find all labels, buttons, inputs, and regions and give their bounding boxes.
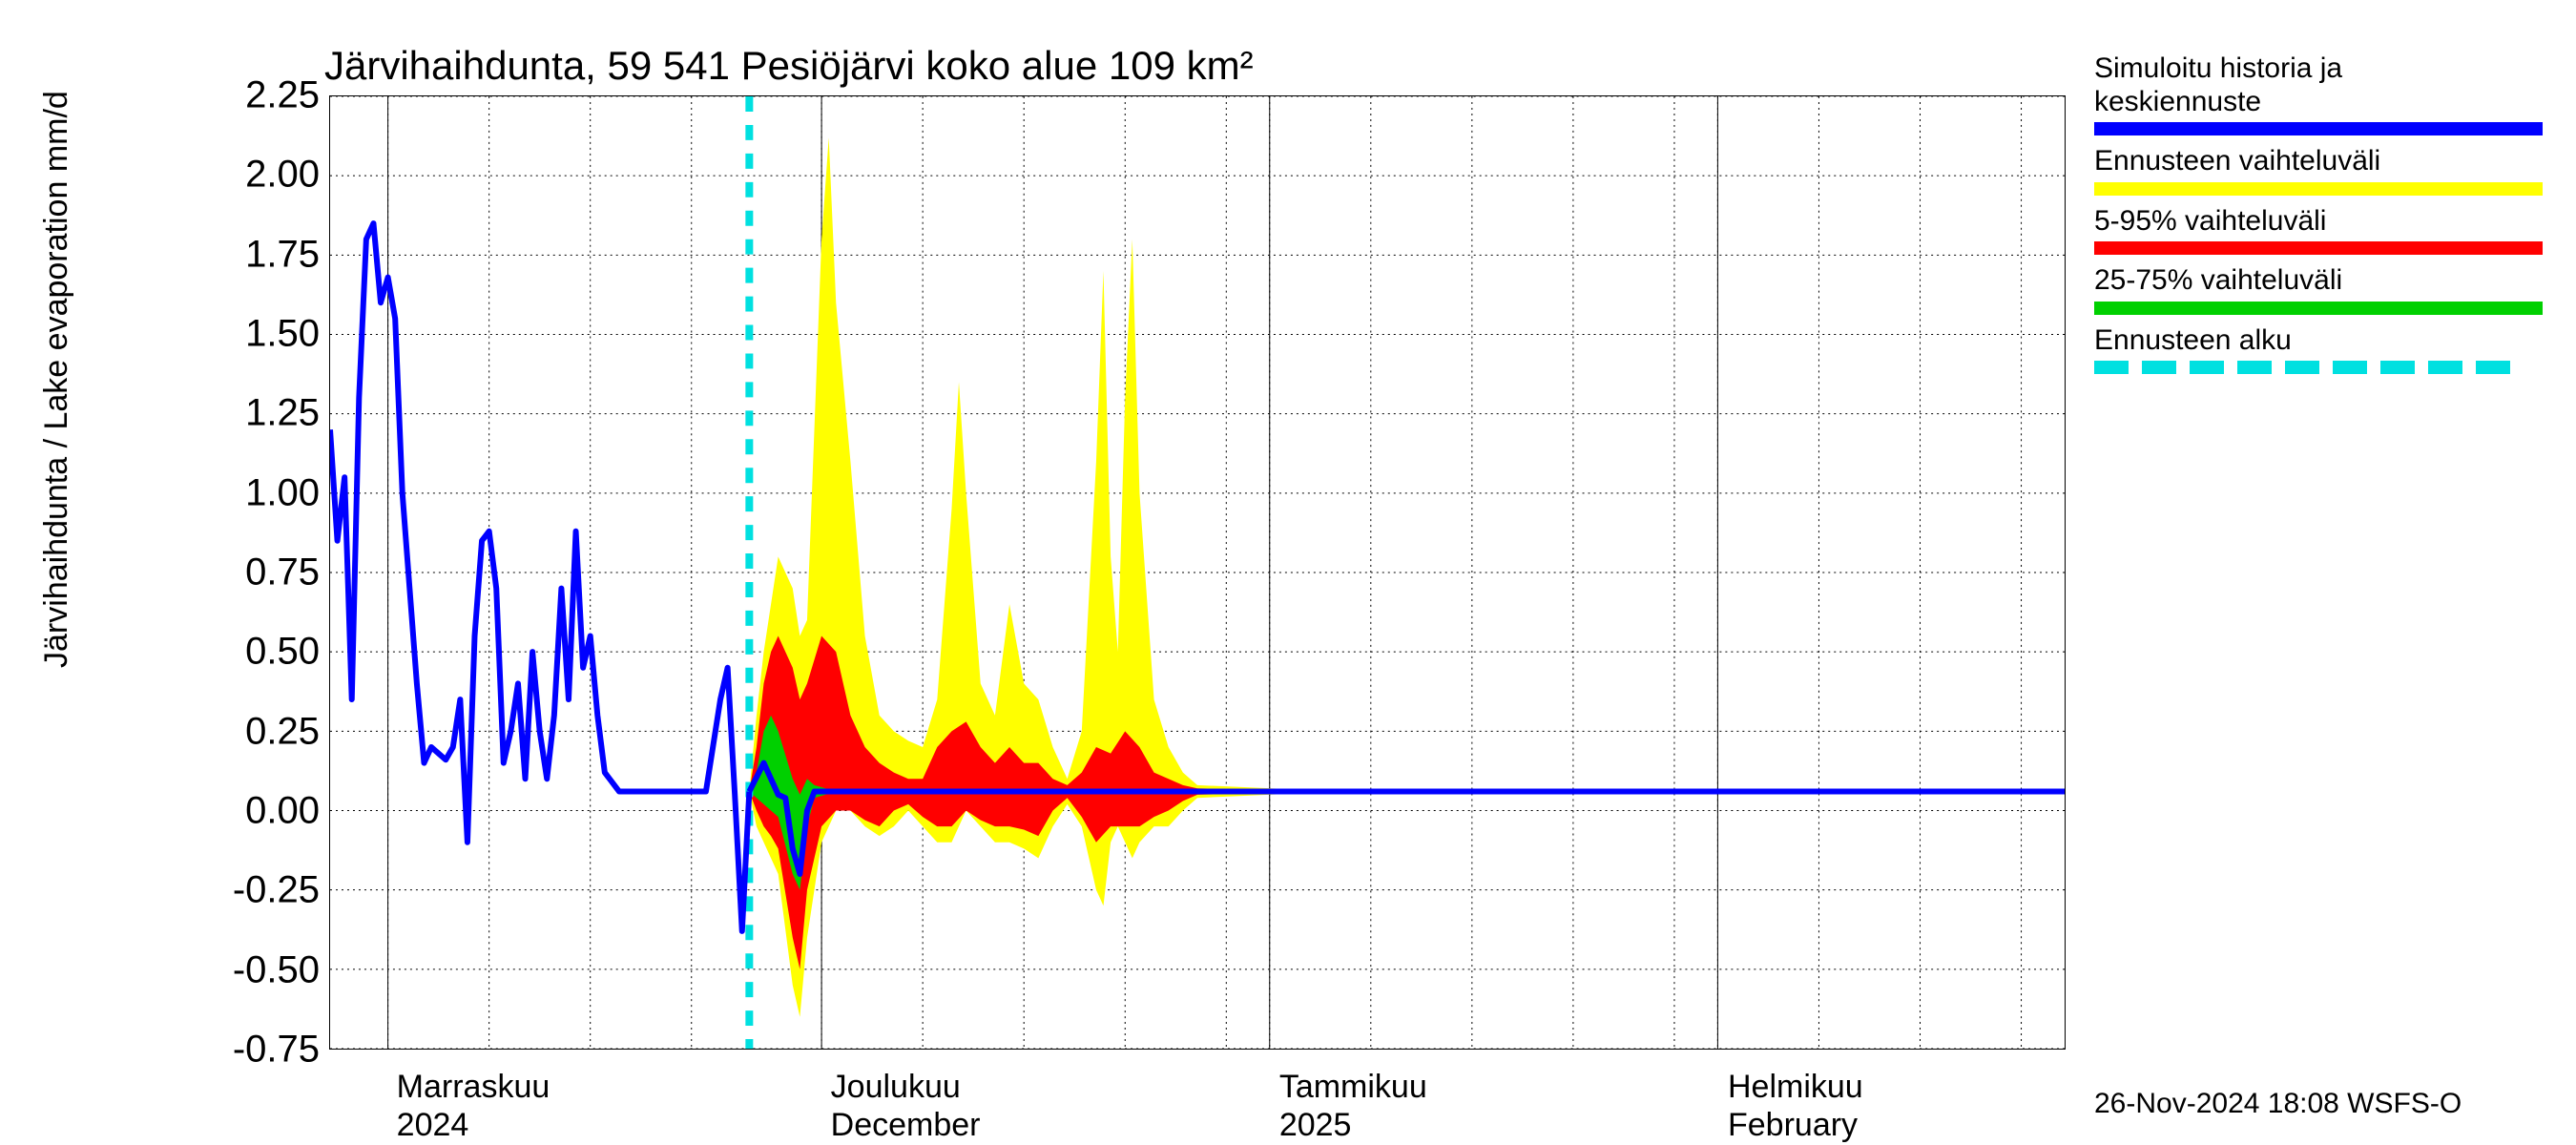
legend-swatch	[2094, 122, 2543, 135]
legend-item: 5-95% vaihteluväli	[2094, 205, 2543, 256]
forecast-bands	[749, 137, 2065, 1016]
x-month-sublabel: December	[831, 1107, 981, 1144]
x-month-label: Marraskuu	[397, 1069, 551, 1106]
legend-label: 25-75% vaihteluväli	[2094, 264, 2543, 298]
legend-swatch	[2094, 302, 2543, 315]
legend-label: Ennusteen vaihteluväli	[2094, 145, 2543, 178]
legend-item: 25-75% vaihteluväli	[2094, 264, 2543, 315]
y-tick: 1.25	[129, 392, 320, 435]
y-tick: 2.25	[129, 74, 320, 117]
legend: Simuloitu historia jakeskiennuste Ennuste…	[2094, 52, 2543, 384]
y-tick: 0.50	[129, 631, 320, 674]
legend-label: 5-95% vaihteluväli	[2094, 205, 2543, 239]
legend-item: Simuloitu historia jakeskiennuste	[2094, 52, 2543, 135]
plot-area	[329, 95, 2066, 1050]
y-axis-label: Järvihaihdunta / Lake evaporation mm/d	[38, 91, 75, 668]
x-month-sublabel: February	[1728, 1107, 1858, 1144]
legend-swatch	[2094, 182, 2543, 196]
legend-label: Ennusteen alku	[2094, 324, 2543, 358]
x-month-label: Helmikuu	[1728, 1069, 1863, 1106]
y-tick: -0.50	[129, 948, 320, 991]
y-tick: 0.00	[129, 790, 320, 833]
legend-swatch	[2094, 241, 2543, 255]
chart-page: Järvihaihdunta, 59 541 Pesiöjärvi koko a…	[0, 0, 2576, 1145]
x-month-sublabel: 2024	[397, 1107, 469, 1144]
y-tick: 1.75	[129, 233, 320, 276]
timestamp-label: 26-Nov-2024 18:08 WSFS-O	[2094, 1088, 2462, 1120]
grid-lines	[330, 96, 2065, 1049]
chart-title: Järvihaihdunta, 59 541 Pesiöjärvi koko a…	[324, 43, 1254, 89]
y-tick: 1.00	[129, 471, 320, 514]
x-month-label: Tammikuu	[1279, 1069, 1427, 1106]
x-month-sublabel: 2025	[1279, 1107, 1352, 1144]
chart-svg	[330, 96, 2065, 1049]
y-tick: 0.75	[129, 552, 320, 594]
legend-item: Ennusteen vaihteluväli	[2094, 145, 2543, 196]
y-tick: 2.00	[129, 154, 320, 197]
legend-label: Simuloitu historia jakeskiennuste	[2094, 52, 2543, 118]
y-tick: 0.25	[129, 710, 320, 753]
y-tick: 1.50	[129, 313, 320, 356]
legend-swatch	[2094, 361, 2543, 374]
y-tick: -0.25	[129, 869, 320, 912]
x-month-label: Joulukuu	[831, 1069, 961, 1106]
y-tick: -0.75	[129, 1029, 320, 1072]
legend-item: Ennusteen alku	[2094, 324, 2543, 375]
